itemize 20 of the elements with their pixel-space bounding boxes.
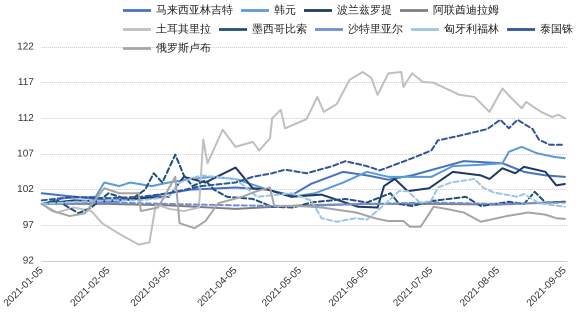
y-tick-label: 102 [17, 184, 34, 196]
y-tick-label: 122 [17, 42, 34, 52]
y-tick-label: 117 [18, 77, 34, 88]
legend-label: 阿联酋迪拉姆 [433, 4, 499, 16]
y-tick-label: 97 [22, 220, 34, 231]
y-tick-label: 107 [17, 148, 34, 160]
legend-label: 泰国铢 [540, 24, 573, 36]
legend-label: 土耳其里拉 [156, 22, 211, 36]
legend-label: 墨西哥比索 [252, 22, 307, 36]
legend-label: 沙特里亚尔 [348, 22, 403, 36]
legend-label: 波兰兹罗提 [337, 4, 392, 16]
y-tick-label: 112 [18, 112, 34, 124]
y-tick-label: 92 [22, 256, 34, 266]
line-series [40, 118, 566, 202]
legend-label: 韩元 [274, 4, 296, 16]
legend-label: 马来西亚林吉特 [156, 4, 233, 16]
line-series [40, 160, 566, 202]
legend-label: 俄罗斯卢布 [156, 42, 211, 54]
line-series [40, 154, 566, 214]
legend-label: 匈牙利福林 [444, 22, 499, 36]
